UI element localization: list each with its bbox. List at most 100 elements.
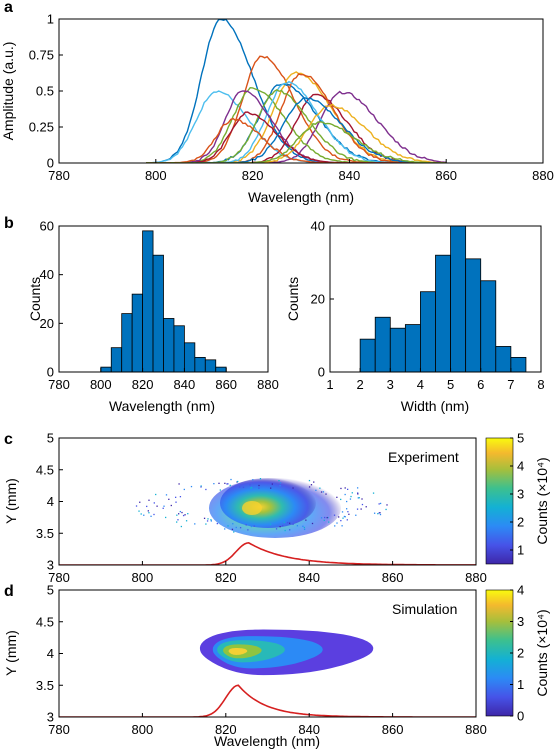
noise-pixel: [315, 489, 317, 491]
noise-pixel: [179, 496, 182, 498]
noise-pixel: [237, 480, 239, 483]
panel-d-y-tick-label: 4.5: [36, 614, 54, 629]
panel-a-y-tick-label: 0.5: [36, 84, 54, 99]
noise-pixel: [288, 522, 291, 524]
noise-pixel: [219, 489, 221, 491]
panel-b-right-x-tick-label: 8: [537, 377, 544, 392]
panel-c-y-tick-label: 3.5: [36, 526, 54, 541]
panel-c-colorbar-label: Counts (×10⁴): [534, 457, 550, 544]
noise-pixel: [174, 496, 177, 498]
panel-a-y-ticks: 0 0.25 0.5 0.75 1: [29, 12, 63, 171]
noise-pixel: [245, 524, 247, 526]
panel-d-y-tick-label: 3.5: [36, 678, 54, 693]
panel-d-x-label: Wavelength (nm): [214, 733, 320, 749]
panel-a-x-tick-label: 820: [242, 168, 264, 183]
panel-b-left-x-tick-label: 840: [174, 377, 196, 392]
width-histogram-bar: [480, 280, 497, 373]
noise-pixel: [341, 525, 343, 527]
experiment-heatmap-core: [220, 478, 316, 528]
panel-b-left-x-ticks: 780 800 820 840 860 880: [48, 368, 279, 392]
panel-a-x-tick-label: 880: [532, 168, 554, 183]
wavelength-histogram-bar: [163, 318, 175, 373]
panel-d-annotation: Simulation: [392, 601, 457, 617]
panel-d-colorbar-ticks: 0 1 2 3 4: [510, 583, 524, 724]
panel-letter-c: c: [4, 431, 13, 448]
noise-pixel: [326, 516, 328, 519]
noise-pixel: [343, 515, 346, 518]
noise-pixel: [289, 529, 291, 531]
noise-pixel: [232, 523, 234, 525]
noise-pixel: [349, 498, 352, 500]
noise-pixel: [372, 492, 375, 494]
panel-b-right-y-tick-label: 0: [318, 365, 325, 380]
panel-c-x-tick-label: 840: [298, 570, 320, 585]
noise-pixel: [203, 517, 206, 519]
noise-pixel: [360, 508, 362, 510]
noise-pixel: [164, 516, 167, 519]
noise-pixel: [200, 486, 202, 488]
panel-c-x-tick-label: 800: [132, 570, 154, 585]
panel-b-left-x-tick-label: 780: [48, 377, 70, 392]
noise-pixel: [185, 520, 188, 522]
noise-pixel: [323, 519, 325, 521]
noise-pixel: [170, 504, 172, 507]
noise-pixel: [231, 528, 234, 530]
experiment-spectrum-line: [59, 541, 476, 565]
panel-b-left-y-tick-label: 0: [47, 365, 54, 380]
noise-pixel: [347, 511, 349, 513]
panel-a-y-tick-label: 0.25: [29, 120, 54, 135]
noise-pixel: [155, 493, 157, 496]
panel-a-y-tick-label: 0.75: [29, 48, 54, 63]
noise-pixel: [168, 498, 170, 500]
panel-b-left-x-tick-label: 820: [132, 377, 154, 392]
panel-d: d 780 800 820 840 860 880 3 3.5 4 4.5 5 Simulatio…: [3, 583, 550, 749]
noise-pixel: [308, 479, 311, 482]
panel-c-y-tick-label: 5: [47, 431, 54, 446]
noise-pixel: [190, 485, 193, 488]
noise-pixel: [340, 519, 342, 522]
wavelength-histogram-bar: [183, 342, 196, 373]
panel-b-left-y-tick-label: 60: [40, 219, 54, 234]
noise-pixel: [176, 521, 178, 523]
noise-pixel: [327, 516, 329, 519]
noise-pixel: [227, 483, 229, 485]
noise-pixel: [361, 498, 363, 500]
noise-pixel: [325, 493, 327, 495]
noise-pixel: [346, 488, 349, 491]
noise-pixel: [336, 522, 338, 524]
noise-pixel: [344, 516, 346, 518]
panel-c-x-tick-label: 860: [382, 570, 404, 585]
panel-letter-b: b: [4, 215, 14, 232]
noise-pixel: [218, 482, 220, 484]
noise-pixel: [165, 494, 168, 496]
panel-b-left-x-label: Wavelength (nm): [109, 398, 215, 414]
simulation-contours: [199, 629, 374, 676]
noise-pixel: [271, 483, 273, 485]
panel-c-y-tick-label: 3: [47, 558, 54, 573]
noise-pixel: [205, 488, 207, 491]
noise-pixel: [146, 505, 148, 508]
panel-d-x-tick-label: 800: [132, 722, 154, 737]
noise-pixel: [238, 486, 241, 488]
panel-d-colorbar-tick-label: 1: [517, 677, 524, 692]
panel-c-y-tick-label: 4.5: [36, 462, 54, 477]
panel-letter-d: d: [4, 583, 14, 600]
experiment-heatmap-peak: [242, 501, 262, 515]
panel-a-x-tick-label: 860: [435, 168, 457, 183]
noise-pixel: [230, 478, 232, 481]
noise-pixel: [303, 526, 306, 529]
panel-d-y-tick-label: 4: [47, 646, 54, 661]
simulation-spectrum-line: [59, 684, 476, 717]
noise-pixel: [323, 516, 326, 519]
noise-pixel: [233, 531, 235, 533]
noise-pixel: [247, 529, 249, 531]
noise-pixel: [379, 512, 381, 514]
width-histogram-bar: [404, 324, 421, 373]
panel-b-right-x-tick-label: 5: [447, 377, 454, 392]
noise-pixel: [150, 515, 152, 517]
noise-pixel: [305, 519, 307, 521]
noise-pixel: [361, 503, 364, 506]
noise-pixel: [279, 484, 281, 487]
noise-pixel: [284, 529, 286, 532]
